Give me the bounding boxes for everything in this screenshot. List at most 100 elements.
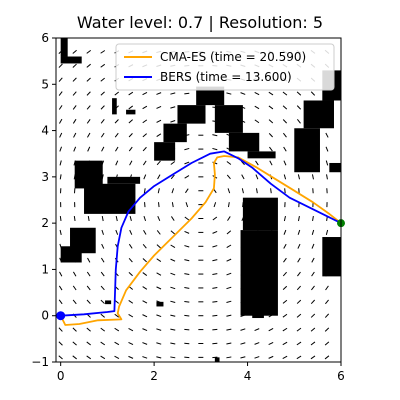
flow-arrow	[101, 215, 104, 222]
flow-arrow	[72, 285, 77, 291]
flow-arrow	[142, 272, 148, 276]
flow-arrow	[212, 287, 218, 289]
flow-arrow	[100, 105, 105, 110]
flow-arrow	[58, 63, 63, 68]
flow-arrow	[312, 215, 314, 222]
flow-arrow	[296, 327, 302, 332]
obstacle-layer	[60, 38, 341, 362]
flow-arrow	[142, 105, 148, 110]
flow-arrow	[212, 230, 218, 234]
axis-ticks: 0 2 4 6 −1 0 1 2 3 4 5 6	[31, 31, 345, 383]
obstacle	[163, 123, 187, 143]
flow-arrow	[282, 285, 288, 291]
flow-arrow	[241, 188, 244, 194]
flow-arrow	[114, 91, 120, 96]
legend-box	[115, 43, 335, 91]
flow-arrow	[268, 119, 274, 124]
flow-arrow	[101, 243, 105, 249]
flow-arrow	[128, 243, 133, 249]
flow-arrow	[282, 105, 288, 110]
y-tick-label: 1	[41, 262, 49, 276]
flow-arrow	[310, 355, 316, 360]
flow-arrow	[184, 161, 190, 165]
obstacle	[196, 86, 225, 106]
flow-arrow	[156, 230, 161, 235]
flow-arrow	[326, 174, 328, 180]
flow-arrow	[86, 91, 91, 96]
x-tick-label: 6	[337, 369, 345, 383]
flow-arrow	[73, 215, 76, 222]
flow-arrow	[226, 314, 232, 317]
flow-arrow	[101, 229, 104, 235]
flow-arrow	[58, 341, 63, 346]
flow-arrow	[284, 188, 286, 194]
obstacle	[303, 100, 334, 129]
flow-arrow	[58, 327, 63, 332]
legend-label: CMA-ES (time = 20.590)	[160, 50, 306, 64]
flow-arrow	[156, 92, 162, 95]
flow-arrow	[128, 313, 134, 318]
y-tick-label: 2	[41, 216, 49, 230]
flow-arrow	[87, 132, 91, 138]
flow-arrow	[324, 327, 330, 332]
flow-arrow	[100, 355, 106, 360]
flow-arrow	[100, 132, 105, 138]
flow-arrow	[297, 229, 301, 235]
flow-arrow	[87, 215, 90, 222]
flow-arrow	[129, 160, 133, 166]
y-tick-label: 6	[41, 31, 49, 45]
flow-arrow	[170, 230, 176, 235]
flow-arrow	[226, 342, 232, 345]
flow-arrow	[128, 105, 134, 110]
flow-arrow	[100, 63, 106, 68]
flow-arrow	[142, 91, 148, 96]
start-marker	[56, 311, 66, 321]
flow-arrow	[170, 272, 176, 276]
flow-arrow	[59, 132, 63, 138]
flow-arrow	[254, 91, 260, 96]
flow-arrow	[170, 120, 176, 123]
obstacle	[242, 197, 278, 231]
flow-arrow	[59, 174, 62, 180]
flow-arrow	[86, 49, 92, 54]
flow-arrow	[296, 119, 301, 124]
flow-arrow	[184, 259, 190, 262]
flow-arrow	[142, 314, 148, 318]
y-tick-label: 4	[41, 124, 49, 138]
flow-arrow	[128, 355, 134, 359]
flow-arrow	[185, 202, 189, 208]
flow-arrow	[268, 133, 273, 138]
flow-arrow	[58, 77, 63, 82]
flow-arrow	[58, 91, 63, 96]
flow-arrow	[114, 119, 119, 124]
flow-arrow	[297, 271, 301, 277]
flow-arrow	[310, 313, 316, 318]
flow-arrow	[311, 229, 315, 235]
flow-arrow	[310, 91, 316, 96]
flow-arrow	[283, 257, 287, 263]
flow-arrow	[325, 229, 329, 235]
flow-arrow	[241, 174, 245, 180]
flow-arrow	[72, 91, 77, 96]
flow-arrow	[115, 146, 119, 152]
flow-arrow	[59, 118, 63, 124]
flow-arrow	[72, 105, 77, 110]
flow-arrow	[296, 91, 302, 96]
flow-arrow	[86, 355, 92, 360]
flow-arrow	[282, 313, 288, 318]
flow-arrow	[240, 92, 246, 95]
flow-arrow	[59, 215, 62, 222]
flow-arrow	[212, 300, 218, 303]
flow-arrow	[297, 174, 301, 180]
flow-arrow	[212, 134, 218, 137]
x-tick-label: 0	[57, 369, 65, 383]
flow-arrow	[143, 215, 147, 222]
flow-arrow	[254, 356, 260, 359]
flow-arrow	[86, 105, 91, 110]
flow-arrow	[157, 174, 161, 180]
obstacle	[107, 176, 141, 184]
flow-arrow	[254, 342, 260, 345]
flow-arrow	[184, 300, 190, 303]
obstacle	[214, 357, 220, 362]
